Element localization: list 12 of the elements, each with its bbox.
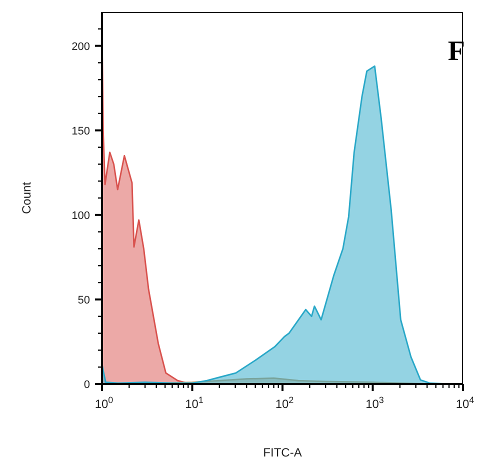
y-tick-label: 200	[72, 40, 90, 53]
x-tick-label: 10$^{1}$	[185, 395, 204, 411]
y-tick-label: 0	[84, 379, 90, 391]
x-tick-label: 10$^{2}$	[275, 395, 294, 411]
x-tick-label: 10$^{4}$	[456, 395, 474, 411]
x-tick-label: 10$^{0}$	[94, 395, 114, 411]
y-tick-label: 150	[72, 125, 90, 138]
y-tick-label: 100	[72, 210, 90, 222]
y-tick-label: 50	[78, 294, 90, 306]
x-tick-label: 10$^{3}$	[366, 395, 384, 411]
x-axis-title: FITC-A	[263, 446, 302, 460]
y-axis-title: Count	[19, 181, 34, 214]
